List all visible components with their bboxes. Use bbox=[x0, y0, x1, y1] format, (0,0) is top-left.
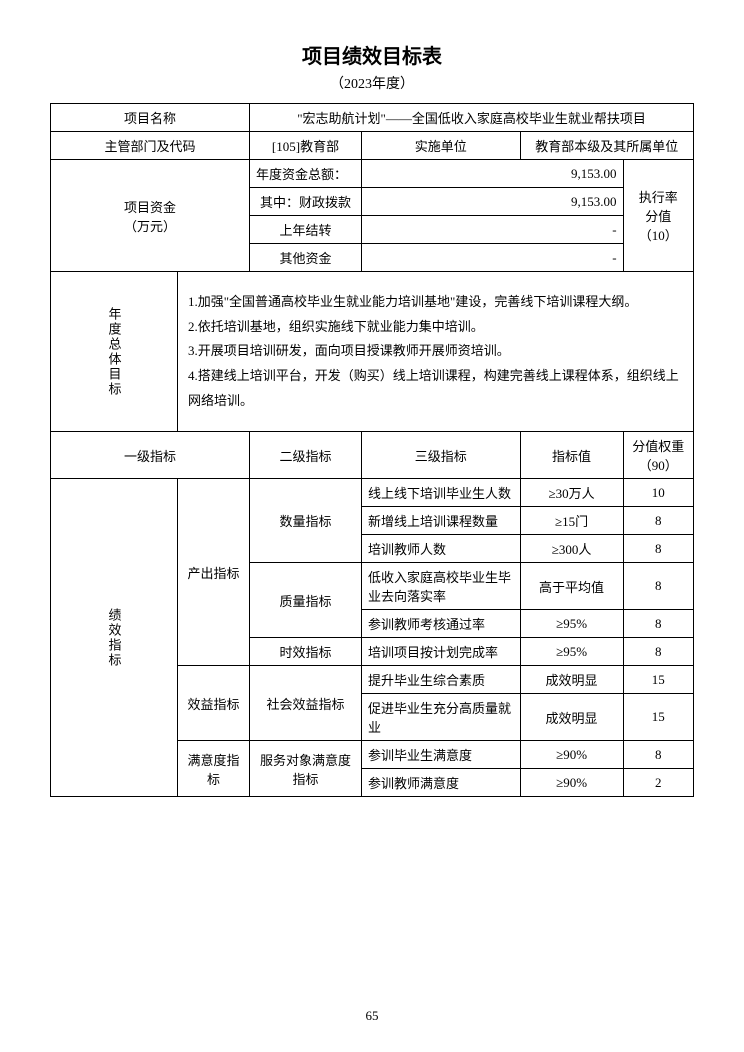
w-cell: 8 bbox=[623, 741, 693, 769]
value-other: - bbox=[361, 244, 623, 272]
value-dept: [105]教育部 bbox=[250, 132, 362, 160]
tgt-cell: ≥30万人 bbox=[520, 479, 623, 507]
l1-cell: 效益指标 bbox=[178, 666, 250, 741]
tgt-cell: 成效明显 bbox=[520, 694, 623, 741]
label-other: 其他资金 bbox=[250, 244, 362, 272]
goal-line: 4.搭建线上培训平台，开发（购买）线上培训课程，构建完善线上课程体系，组织线上网… bbox=[188, 364, 683, 413]
w-cell: 8 bbox=[623, 638, 693, 666]
goals-cell: 1.加强"全国普通高校毕业生就业能力培训基地"建设，完善线下培训课程大纲。 2.… bbox=[178, 272, 694, 432]
value-project-name: "宏志助航计划"——全国低收入家庭高校毕业生就业帮扶项目 bbox=[250, 104, 694, 132]
label-impl-unit: 实施单位 bbox=[361, 132, 520, 160]
goal-line: 3.开展项目培训研发，面向项目授课教师开展师资培训。 bbox=[188, 339, 683, 364]
header-target: 指标值 bbox=[520, 432, 623, 479]
goal-line: 1.加强"全国普通高校毕业生就业能力培训基地"建设，完善线下培训课程大纲。 bbox=[188, 290, 683, 315]
page-title: 项目绩效目标表 bbox=[50, 40, 694, 69]
l3-cell: 新增线上培训课程数量 bbox=[361, 507, 520, 535]
l2-cell: 质量指标 bbox=[250, 563, 362, 638]
table-row: 项目资金 （万元） 年度资金总额： 9,153.00 执行率 分值 （10） bbox=[51, 160, 694, 188]
table-row: 主管部门及代码 [105]教育部 实施单位 教育部本级及其所属单位 bbox=[51, 132, 694, 160]
l2-cell: 数量指标 bbox=[250, 479, 362, 563]
value-carryover: - bbox=[361, 216, 623, 244]
tgt-cell: ≥90% bbox=[520, 741, 623, 769]
label-fiscal: 其中：财政拨款 bbox=[250, 188, 362, 216]
tgt-cell: 高于平均值 bbox=[520, 563, 623, 610]
value-impl-unit: 教育部本级及其所属单位 bbox=[520, 132, 693, 160]
table-row: 一级指标 二级指标 三级指标 指标值 分值权重 （90） bbox=[51, 432, 694, 479]
tgt-cell: ≥95% bbox=[520, 610, 623, 638]
tgt-cell: ≥15门 bbox=[520, 507, 623, 535]
l3-cell: 提升毕业生综合素质 bbox=[361, 666, 520, 694]
header-l1: 一级指标 bbox=[51, 432, 250, 479]
page-subtitle: （2023年度） bbox=[50, 73, 694, 93]
page-number: 65 bbox=[0, 1008, 744, 1024]
value-annual-total: 9,153.00 bbox=[361, 160, 623, 188]
label-project-name: 项目名称 bbox=[51, 104, 250, 132]
goal-line: 2.依托培训基地，组织实施线下就业能力集中培训。 bbox=[188, 315, 683, 340]
performance-table: 项目名称 "宏志助航计划"——全国低收入家庭高校毕业生就业帮扶项目 主管部门及代… bbox=[50, 103, 694, 797]
label-dept-code: 主管部门及代码 bbox=[51, 132, 250, 160]
label-exec-rate: 执行率 分值 （10） bbox=[623, 160, 693, 272]
l2-cell: 时效指标 bbox=[250, 638, 362, 666]
header-weight: 分值权重 （90） bbox=[623, 432, 693, 479]
w-cell: 15 bbox=[623, 694, 693, 741]
w-cell: 8 bbox=[623, 563, 693, 610]
w-cell: 2 bbox=[623, 769, 693, 797]
tgt-cell: ≥300人 bbox=[520, 535, 623, 563]
w-cell: 8 bbox=[623, 507, 693, 535]
table-row: 绩效指标 产出指标 数量指标 线上线下培训毕业生人数 ≥30万人 10 bbox=[51, 479, 694, 507]
l3-cell: 参训毕业生满意度 bbox=[361, 741, 520, 769]
tgt-cell: ≥95% bbox=[520, 638, 623, 666]
l3-cell: 促进毕业生充分高质量就业 bbox=[361, 694, 520, 741]
label-pi: 绩效指标 bbox=[51, 479, 178, 797]
label-funds: 项目资金 （万元） bbox=[51, 160, 250, 272]
l3-cell: 参训教师考核通过率 bbox=[361, 610, 520, 638]
w-cell: 8 bbox=[623, 535, 693, 563]
label-annual-total: 年度资金总额： bbox=[250, 160, 362, 188]
tgt-cell: 成效明显 bbox=[520, 666, 623, 694]
l1-cell: 满意度指标 bbox=[178, 741, 250, 797]
l1-cell: 产出指标 bbox=[178, 479, 250, 666]
header-l2: 二级指标 bbox=[250, 432, 362, 479]
l2-cell: 社会效益指标 bbox=[250, 666, 362, 741]
tgt-cell: ≥90% bbox=[520, 769, 623, 797]
label-annual-goals: 年度总体目标 bbox=[51, 272, 178, 432]
w-cell: 8 bbox=[623, 610, 693, 638]
l3-cell: 培训教师人数 bbox=[361, 535, 520, 563]
header-l3: 三级指标 bbox=[361, 432, 520, 479]
l3-cell: 线上线下培训毕业生人数 bbox=[361, 479, 520, 507]
l3-cell: 低收入家庭高校毕业生毕业去向落实率 bbox=[361, 563, 520, 610]
w-cell: 15 bbox=[623, 666, 693, 694]
table-row: 项目名称 "宏志助航计划"——全国低收入家庭高校毕业生就业帮扶项目 bbox=[51, 104, 694, 132]
l3-cell: 参训教师满意度 bbox=[361, 769, 520, 797]
value-fiscal: 9,153.00 bbox=[361, 188, 623, 216]
table-row: 年度总体目标 1.加强"全国普通高校毕业生就业能力培训基地"建设，完善线下培训课… bbox=[51, 272, 694, 432]
label-carryover: 上年结转 bbox=[250, 216, 362, 244]
l2-cell: 服务对象满意度指标 bbox=[250, 741, 362, 797]
l3-cell: 培训项目按计划完成率 bbox=[361, 638, 520, 666]
w-cell: 10 bbox=[623, 479, 693, 507]
